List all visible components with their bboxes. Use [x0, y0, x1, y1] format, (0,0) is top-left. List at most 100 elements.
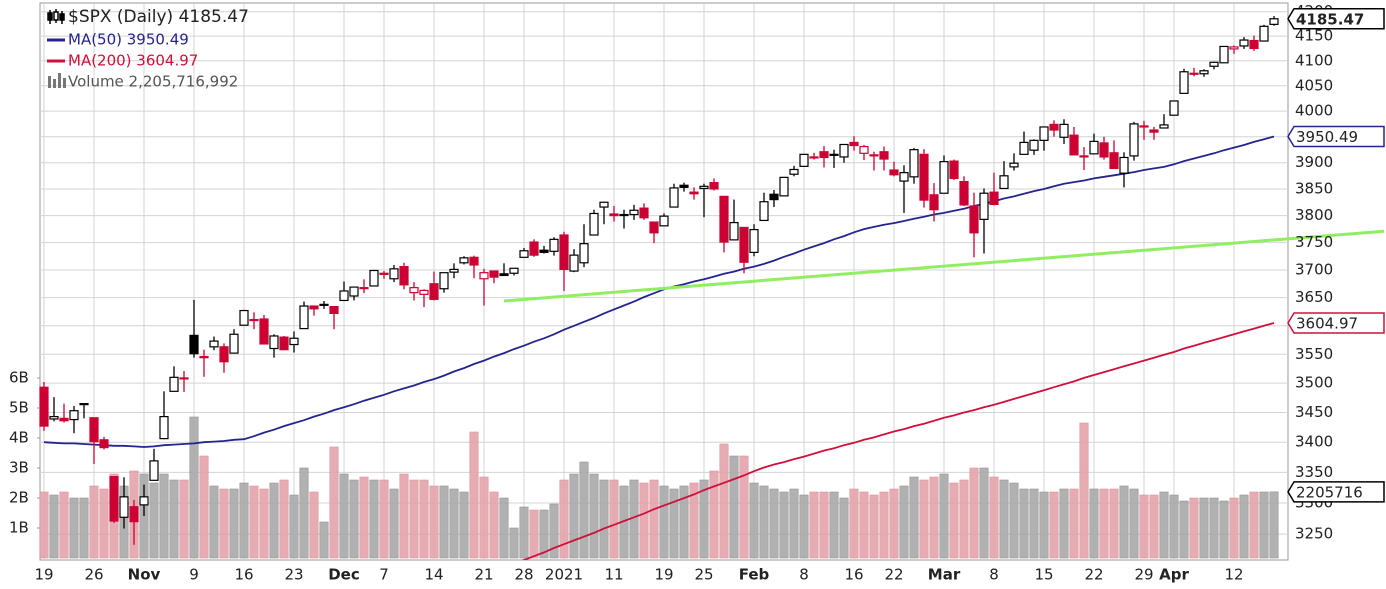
volume-bar	[569, 473, 579, 559]
legend-ma50: MA(50) 3950.49	[68, 31, 189, 49]
candle-body	[179, 377, 189, 380]
volume-bar	[89, 485, 99, 559]
candle-body	[729, 221, 739, 241]
y-tick-label: 3500	[1295, 374, 1333, 392]
candle-body	[99, 439, 109, 449]
volume-bar	[409, 479, 419, 559]
candle-body	[1259, 25, 1269, 42]
candle-body	[1129, 123, 1139, 157]
candle-body	[859, 145, 869, 154]
candle-body	[1199, 70, 1209, 75]
candle-body	[1229, 46, 1239, 50]
candle-body	[1249, 39, 1259, 50]
candle-body	[1099, 142, 1109, 158]
candle-body	[889, 169, 899, 176]
x-tick-label: 16	[844, 566, 863, 584]
candle-body	[809, 156, 819, 159]
volume-bar	[809, 491, 819, 559]
volume-bar	[529, 509, 539, 559]
candle-body	[909, 149, 919, 178]
volume-bar	[1189, 497, 1199, 559]
candle-body	[59, 417, 69, 422]
candle-body	[69, 410, 79, 421]
candle-body	[1189, 72, 1199, 75]
candle-body	[349, 286, 359, 297]
volume-bar	[239, 482, 249, 559]
volume-bar	[299, 467, 309, 559]
x-tick-label: 15	[1034, 566, 1053, 584]
candle-body	[129, 506, 139, 523]
x-tick-label: 19	[654, 566, 673, 584]
candle-body	[1269, 18, 1279, 25]
candle-body	[429, 283, 439, 300]
candle-body	[649, 221, 659, 234]
volume-tick-label: 5B	[9, 399, 29, 417]
x-tick-label: 11	[604, 566, 623, 584]
legend-ma200: MA(200) 3604.97	[68, 52, 198, 70]
candle-body	[359, 287, 369, 290]
candle-body	[1209, 61, 1219, 67]
volume-tick-label: 4B	[9, 429, 29, 447]
volume-bar	[609, 479, 619, 559]
candle-body	[669, 187, 679, 208]
y-tick-label: 3650	[1295, 288, 1333, 306]
candle-body	[739, 226, 749, 263]
candle-body	[49, 416, 59, 420]
last-value-box	[1287, 125, 1385, 148]
volume-bar	[919, 479, 929, 559]
volume-bar	[1239, 494, 1249, 559]
volume-bar	[159, 473, 169, 559]
candle-body	[209, 340, 219, 348]
candle-body	[389, 268, 399, 280]
volume-bar	[879, 491, 889, 559]
candle-body	[499, 273, 509, 277]
y-tick-label: 3250	[1295, 525, 1333, 543]
last-value-boxes: 4185.47 3950.49 3604.97 2205716	[1287, 8, 1385, 503]
candle-body	[979, 192, 989, 220]
legend-volume: Volume 2,205,716,992	[68, 73, 238, 91]
x-tick-label: 25	[694, 566, 713, 584]
volume-bar	[969, 467, 979, 559]
candle-body	[1119, 156, 1129, 174]
volume-bar	[359, 476, 369, 559]
candle-body	[479, 272, 489, 280]
volume-bar	[189, 416, 199, 559]
candle-body	[1139, 125, 1149, 128]
candle-body	[319, 303, 329, 306]
candle-body	[169, 376, 179, 392]
volume-bar	[449, 488, 459, 559]
candle-body	[619, 213, 629, 217]
candle-body	[1089, 140, 1099, 155]
volume-bar	[1199, 497, 1209, 559]
volume-tick-label: 2B	[9, 489, 29, 507]
x-tick-label: 23	[284, 566, 303, 584]
x-tick-label: Dec	[328, 566, 360, 584]
candle-body	[519, 250, 529, 258]
x-tick-label: Apr	[1159, 566, 1189, 584]
x-tick-label: 2021	[545, 566, 583, 584]
candle-body	[259, 318, 269, 345]
candle-body	[589, 212, 599, 236]
x-tick-label: 22	[884, 566, 903, 584]
volume-bar	[429, 485, 439, 559]
volume-bar	[419, 479, 429, 559]
volume-bar	[559, 479, 569, 559]
volume-bar	[1209, 497, 1219, 559]
x-tick-label: 8	[989, 566, 999, 584]
x-tick-label: 29	[1134, 566, 1153, 584]
candle-body	[1169, 100, 1179, 116]
candle-body	[569, 254, 579, 272]
y-tick-label: 3700	[1295, 260, 1333, 278]
volume-bar	[379, 479, 389, 559]
volume-bar	[789, 488, 799, 559]
volume-bar	[739, 455, 749, 559]
volume-bar	[1049, 491, 1059, 559]
y-tick-label: 3900	[1295, 153, 1333, 171]
volume-bar	[699, 479, 709, 559]
x-tick-label: Nov	[128, 566, 161, 584]
volume-bar	[1249, 491, 1259, 559]
candle-body	[989, 191, 999, 205]
last-value-label: 2205716	[1296, 483, 1363, 501]
y-tick-label: 4100	[1295, 51, 1333, 69]
